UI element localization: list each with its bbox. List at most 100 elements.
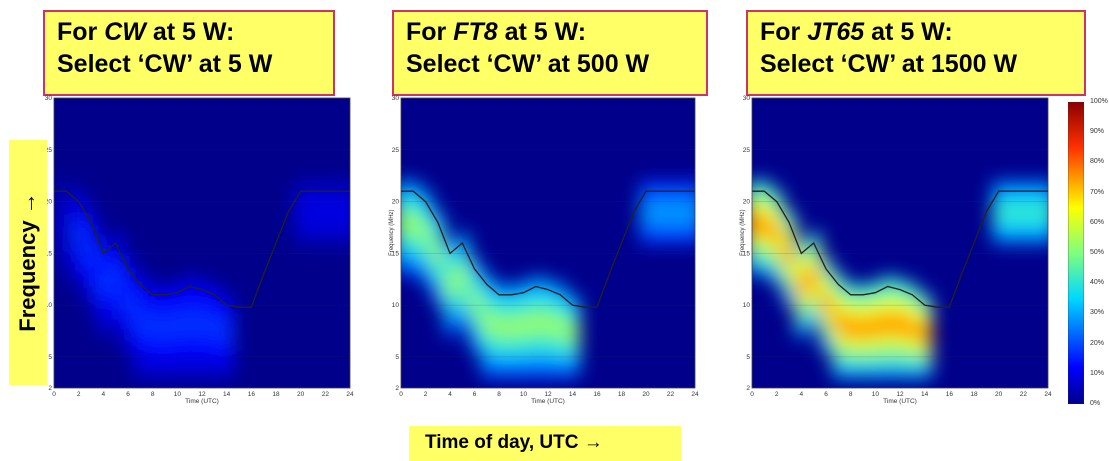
heatmap-cell — [992, 211, 1006, 221]
heatmap-cell — [121, 316, 136, 330]
heatmap-cell — [992, 235, 1006, 244]
title-line1: For CW at 5 W: — [57, 18, 235, 46]
heatmap-cell — [72, 237, 86, 251]
mode-name: FT8 — [453, 18, 498, 46]
heatmap-cell — [639, 219, 654, 229]
heatmap-cell — [795, 277, 809, 291]
heatmap-cell — [819, 293, 834, 307]
heatmap-cell — [807, 290, 821, 304]
heatmap-cell — [443, 289, 458, 303]
heatmap-cell — [492, 331, 507, 344]
heatmap-cell — [758, 239, 772, 252]
heatmap-cell — [319, 211, 333, 221]
y-tick-label: 10 — [392, 302, 400, 309]
heatmap-cell — [1029, 227, 1043, 237]
heatmap-cell — [171, 318, 185, 331]
heatmap-cell — [688, 227, 695, 237]
heatmap-cell — [492, 354, 507, 367]
y-axis-label: Frequency (MHz) — [389, 209, 395, 255]
heatmap-cell — [220, 315, 234, 327]
heatmap-cell — [652, 180, 666, 190]
heatmap-cell — [639, 180, 654, 190]
heatmap-cell — [856, 354, 871, 367]
heatmap-cell — [529, 314, 543, 328]
heatmap-cell — [146, 331, 160, 344]
heatmap-cell — [819, 270, 834, 283]
heatmap-cell — [770, 237, 784, 251]
heatmap-cell — [517, 341, 531, 355]
heatmap-cell — [906, 342, 920, 356]
heatmap-cell — [171, 282, 185, 296]
heatmap-cell — [54, 262, 62, 276]
heatmap-cell — [906, 365, 920, 379]
y-tick-label: 20 — [45, 199, 53, 206]
heatmap-cell — [419, 191, 433, 204]
x-tick-label: 16 — [593, 391, 601, 398]
heatmap-cell — [208, 342, 222, 356]
heatmap-cell — [664, 204, 678, 213]
x-tick-label: 8 — [497, 391, 501, 398]
heatmap-cell — [832, 338, 846, 353]
heatmap-cell — [758, 227, 772, 241]
heatmap-cell — [220, 325, 234, 338]
heatmap-cell — [770, 202, 784, 216]
heatmap-cell — [505, 354, 519, 367]
heatmap-cell — [893, 328, 908, 342]
y-tick-label: 30 — [743, 95, 751, 102]
heatmap-cell — [566, 356, 580, 369]
heatmap-cell — [752, 192, 760, 206]
heatmap-cell — [97, 277, 111, 291]
heatmap-cell — [676, 204, 690, 213]
heatmap-cell — [819, 305, 834, 318]
x-tick-label: 0 — [399, 391, 403, 398]
heatmap-cell — [195, 279, 210, 293]
heatmap-cell — [492, 284, 507, 298]
heatmap-cell — [134, 351, 148, 366]
heatmap-cell — [109, 279, 123, 292]
y-tick-label: 5 — [746, 354, 750, 361]
heatmap-cell — [331, 227, 345, 237]
heatmap-cell — [856, 365, 871, 379]
heatmap-cell — [1029, 211, 1043, 221]
heatmap-cell — [121, 270, 136, 283]
heatmap-cell — [1029, 180, 1043, 190]
heatmap-cell — [492, 307, 507, 321]
heatmap-cell — [782, 235, 797, 248]
heatmap-cell — [343, 219, 350, 229]
x-tick-label: 4 — [800, 391, 804, 398]
heatmap-cell — [407, 180, 421, 194]
heatmap-cell — [431, 235, 445, 248]
y-tick-label: 30 — [45, 95, 53, 102]
heatmap-cell — [60, 239, 74, 252]
heatmap-cell — [407, 204, 421, 217]
heatmap-cell — [134, 299, 148, 314]
heatmap-cell — [918, 356, 932, 369]
heatmap-cell — [782, 281, 797, 295]
heatmap-cell — [770, 261, 784, 274]
heatmap-cell — [294, 227, 308, 237]
y-tick-label: 15 — [392, 250, 400, 257]
heatmap-cell — [893, 279, 908, 293]
heatmap-cell — [1004, 235, 1019, 244]
heatmap-cell — [134, 312, 148, 327]
heatmap-cell — [84, 246, 99, 260]
heatmap-cell — [652, 235, 666, 244]
heatmap-cell — [468, 270, 482, 283]
heatmap-cell — [220, 346, 234, 358]
heatmap-cell — [306, 196, 321, 206]
heatmap-cell — [195, 316, 210, 330]
x-tick-label: 6 — [473, 391, 477, 398]
heatmap-cell — [146, 342, 160, 356]
heatmap-cell — [331, 211, 345, 221]
heatmap-cell — [541, 353, 556, 367]
heatmap-cell — [431, 246, 445, 260]
heatmap-cell — [664, 211, 678, 221]
heatmap-cell — [529, 301, 543, 316]
heatmap-cell — [832, 287, 846, 301]
heatmap-cell — [419, 226, 433, 239]
heatmap-cell — [554, 319, 568, 333]
heatmap-cell — [456, 302, 470, 316]
heatmap-cell — [807, 267, 821, 281]
heatmap-cell — [294, 204, 308, 213]
